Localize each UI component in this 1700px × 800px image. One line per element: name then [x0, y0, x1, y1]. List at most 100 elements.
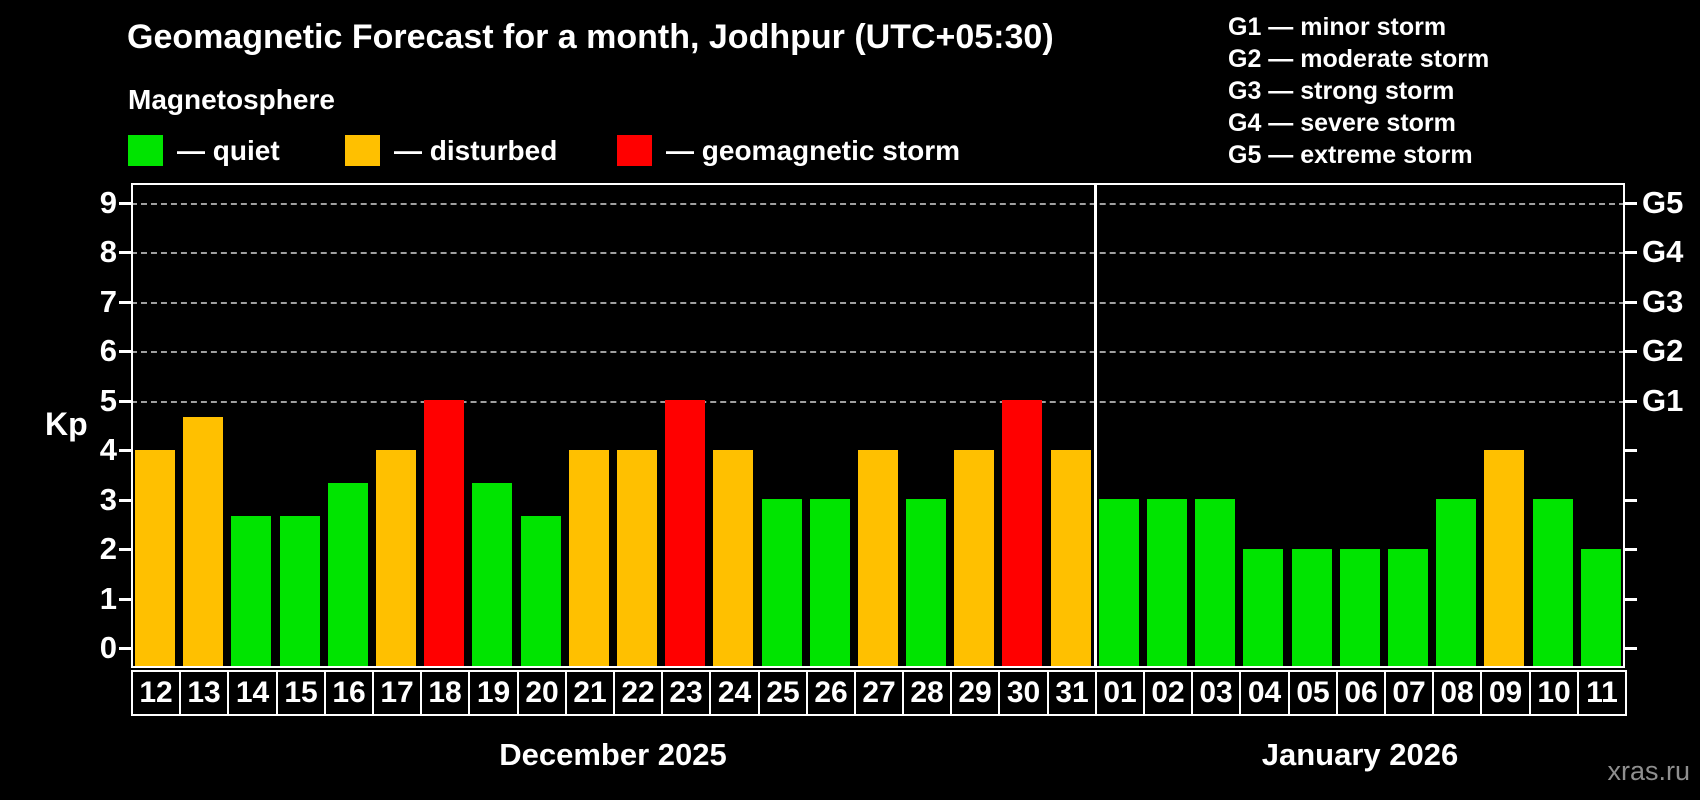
kp-bar: [1099, 499, 1139, 668]
kp-bar: [713, 450, 753, 668]
y-axis-label: 9: [99, 185, 117, 220]
gridline-kp8: [131, 252, 1625, 254]
y-axis-tick: [119, 449, 131, 452]
y-axis-label: 8: [99, 234, 117, 269]
kp-bar: [1484, 450, 1524, 668]
g-axis-tick: [1625, 647, 1637, 650]
day-label-box: 27: [854, 670, 904, 716]
watermark: xras.ru: [1607, 756, 1690, 786]
kp-legend: — quiet — disturbed — geomagnetic storm: [0, 135, 1100, 166]
y-axis-label: 0: [99, 630, 117, 665]
day-label-box: 11: [1577, 670, 1627, 716]
day-label-box: 23: [661, 670, 711, 716]
legend-item-quiet: — quiet: [128, 135, 280, 166]
g-axis-label: G1: [1642, 383, 1684, 418]
kp-bar: [231, 516, 271, 668]
g-axis-tick: [1625, 202, 1637, 205]
y-axis-tick: [119, 202, 131, 205]
kp-bar: [617, 450, 657, 668]
kp-bar: [1243, 549, 1283, 668]
y-axis-label: 6: [99, 333, 117, 368]
legend-label: — disturbed: [394, 134, 558, 166]
y-axis-tick: [119, 647, 131, 650]
day-label-box: 07: [1384, 670, 1434, 716]
day-label-box: 28: [902, 670, 952, 716]
day-label-box: 12: [131, 670, 181, 716]
g-axis-label: G5: [1642, 185, 1684, 220]
day-label-box: 25: [758, 670, 808, 716]
day-label-box: 06: [1336, 670, 1386, 716]
legend-item-storm: — geomagnetic storm: [617, 135, 960, 166]
y-axis-label: 5: [99, 383, 117, 418]
kp-bar: [1533, 499, 1573, 668]
y-axis-tick: [119, 301, 131, 304]
kp-bar: [1147, 499, 1187, 668]
day-label-box: 31: [1047, 670, 1097, 716]
g-legend-line: G1 — minor storm: [1228, 13, 1447, 41]
g-axis-label: G4: [1642, 234, 1684, 269]
quiet-color-swatch: [128, 135, 163, 166]
gridline-kp7: [131, 302, 1625, 304]
g-scale-legend: G1 — minor storm G2 — moderate storm G3 — …: [1228, 11, 1489, 171]
kp-bar: [810, 499, 850, 668]
day-label-box: 04: [1239, 670, 1290, 716]
kp-bar: [569, 450, 609, 668]
kp-bar: [1436, 499, 1476, 668]
g-axis-tick: [1625, 301, 1637, 304]
day-label-box: 16: [324, 670, 374, 716]
kp-bar: [183, 417, 223, 668]
day-label-box: 30: [998, 670, 1049, 716]
day-label-box: 29: [950, 670, 1000, 716]
month-label: January 2026: [1261, 737, 1459, 772]
g-axis-tick: [1625, 548, 1637, 551]
kp-bar: [1051, 450, 1091, 668]
y-axis-tick: [119, 548, 131, 551]
g-axis-tick: [1625, 499, 1637, 502]
kp-bar: [1195, 499, 1235, 668]
g-legend-line: G4 — severe storm: [1228, 109, 1456, 137]
legend-label: — quiet: [177, 134, 280, 166]
y-axis-label: 7: [99, 284, 117, 319]
day-label-box: 19: [468, 670, 519, 716]
day-label-box: 22: [613, 670, 663, 716]
y-axis-tick: [119, 350, 131, 353]
day-label-box: 01: [1095, 670, 1145, 716]
y-axis-tick: [119, 400, 131, 403]
legend-label: — geomagnetic storm: [666, 134, 961, 166]
kp-bar: [328, 483, 368, 668]
kp-bar: [1388, 549, 1428, 668]
disturbed-color-swatch: [345, 135, 380, 166]
plot-area: [131, 183, 1625, 668]
magnetosphere-label: Magnetosphere: [128, 84, 335, 115]
gridline-kp6: [131, 351, 1625, 353]
day-label-box: 13: [179, 670, 229, 716]
y-axis-label: 3: [99, 482, 117, 517]
gridline-kp9: [131, 203, 1625, 205]
chart-title: Geomagnetic Forecast for a month, Jodhpu…: [127, 18, 1054, 56]
gridline-kp5: [131, 401, 1625, 403]
g-legend-line: G3 — strong storm: [1228, 77, 1455, 105]
kp-axis-title: Kp: [45, 406, 88, 442]
kp-bar: [1292, 549, 1332, 668]
kp-bar: [521, 516, 561, 668]
storm-color-swatch: [617, 135, 652, 166]
kp-bar: [280, 516, 320, 668]
g-axis-tick: [1625, 598, 1637, 601]
month-divider: [1094, 183, 1097, 668]
y-axis-label: 1: [99, 581, 117, 616]
g-axis-tick: [1625, 449, 1637, 452]
g-legend-line: G5 — extreme storm: [1228, 141, 1473, 169]
g-axis-label: G2: [1642, 333, 1684, 368]
kp-bar: [954, 450, 994, 668]
kp-bar: [1340, 549, 1380, 668]
day-label-box: 21: [565, 670, 615, 716]
y-axis-tick: [119, 598, 131, 601]
day-label-box: 02: [1143, 670, 1193, 716]
kp-bar: [906, 499, 946, 668]
kp-bar: [665, 400, 705, 668]
day-label-box: 20: [517, 670, 567, 716]
day-label-box: 08: [1432, 670, 1482, 716]
day-label-box: 17: [372, 670, 422, 716]
g-axis-label: G3: [1642, 284, 1684, 319]
